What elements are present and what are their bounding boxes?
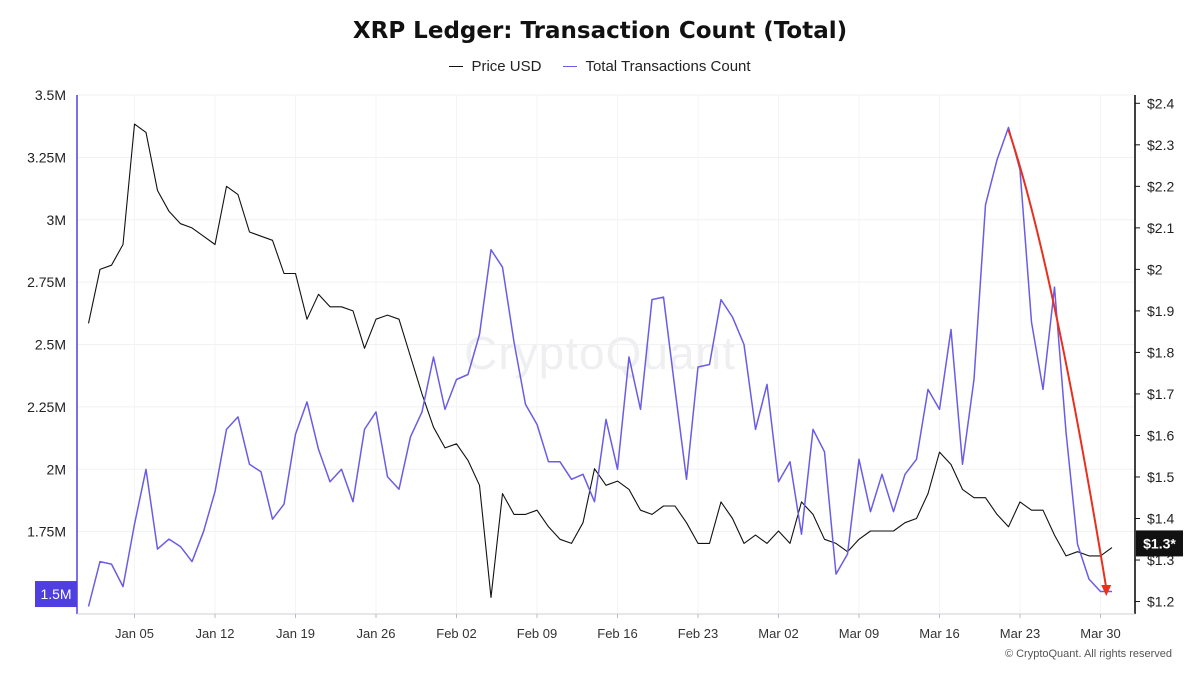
x-tick-label: Jan 12: [195, 626, 234, 641]
left-tick-label: 3.5M: [35, 87, 66, 103]
right-current-badge-label: $1.3*: [1143, 535, 1176, 551]
chart-legend: Price USD Total Transactions Count: [0, 58, 1200, 75]
legend-swatch-price: [449, 66, 464, 67]
x-tick-label: Mar 23: [1000, 626, 1040, 641]
left-current-badge-label: 1.5M: [40, 586, 71, 602]
right-tick-label: $2.3: [1147, 137, 1174, 153]
legend-swatch-transactions: [563, 66, 578, 67]
x-tick-label: Feb 16: [597, 626, 637, 641]
copyright-notice: © CryptoQuant. All rights reserved: [1004, 648, 1172, 660]
left-tick-label: 1.75M: [27, 524, 66, 540]
right-tick-label: $1.2: [1147, 594, 1174, 610]
right-tick-label: $1.9: [1147, 303, 1174, 319]
trend-arrow-line: [1007, 129, 1108, 589]
right-tick-label: $2.1: [1147, 220, 1174, 236]
transactions-count-line: [87, 126, 1112, 607]
x-tick-label: Mar 02: [758, 626, 798, 641]
x-tick-label: Mar 16: [919, 626, 959, 641]
x-tick-label: Feb 09: [517, 626, 557, 641]
x-tick-label: Mar 09: [839, 626, 879, 641]
legend-label-transactions: Total Transactions Count: [585, 58, 751, 75]
x-tick-label: Mar 30: [1080, 626, 1120, 641]
right-tick-label: $1.6: [1147, 427, 1174, 443]
right-current-badge: [1136, 530, 1183, 557]
left-tick-label: 3M: [47, 212, 66, 228]
right-tick-label: $1.8: [1147, 344, 1174, 360]
left-tick-label: 2.25M: [27, 399, 66, 415]
right-tick-label: $1.7: [1147, 386, 1174, 402]
right-tick-label: $2.2: [1147, 178, 1174, 194]
right-tick-label: $2: [1147, 261, 1163, 277]
legend-label-price: Price USD: [471, 58, 542, 75]
right-tick-label: $2.4: [1147, 95, 1174, 111]
left-tick-label: 3.25M: [27, 149, 66, 165]
x-tick-label: Jan 26: [356, 626, 395, 641]
left-tick-label: 2.75M: [27, 274, 66, 290]
x-tick-label: Feb 02: [436, 626, 476, 641]
legend-item-price[interactable]: Price USD: [449, 58, 541, 75]
legend-item-transactions[interactable]: Total Transactions Count: [563, 58, 751, 75]
left-current-badge: [35, 581, 77, 608]
right-tick-label: $1.5: [1147, 469, 1174, 485]
trend-arrow-head: [1101, 585, 1112, 597]
left-tick-label: 2.5M: [35, 337, 66, 353]
x-tick-label: Jan 05: [115, 626, 154, 641]
left-tick-label: 2M: [47, 461, 66, 477]
chart-title: XRP Ledger: Transaction Count (Total): [352, 18, 848, 44]
x-tick-label: Feb 23: [678, 626, 718, 641]
right-tick-label: $1.4: [1147, 511, 1174, 527]
x-tick-label: Jan 19: [276, 626, 315, 641]
price-usd-line: [87, 123, 1113, 598]
